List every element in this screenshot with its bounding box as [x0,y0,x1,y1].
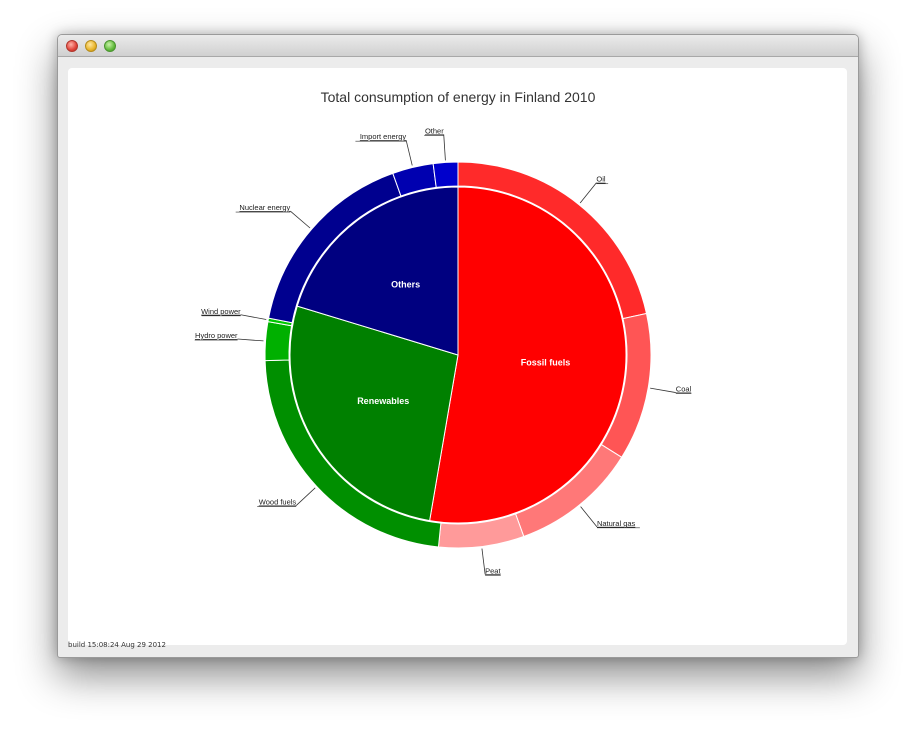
svg-text:Wind power: Wind power [201,307,241,316]
minimize-window-button[interactable] [85,40,97,52]
outer-label-natural-gas: Natural gas [580,506,640,529]
inner-slice-fossil-fuels[interactable] [429,186,627,524]
svg-text:Oil: Oil [596,175,606,184]
inner-slice-renewables[interactable] [289,305,459,522]
svg-text:Peat: Peat [485,566,501,575]
svg-text:Hydro power: Hydro power [195,331,238,340]
inner-label-others: Others [391,279,420,289]
pie-slices [264,161,652,549]
chart-title: Total consumption of energy in Finland 2… [321,89,596,105]
outer-label-coal: Coal [650,385,692,394]
inner-slice-others[interactable] [296,186,459,356]
zoom-window-button[interactable] [104,40,116,52]
outer-label-import-energy: Import energy [355,132,413,166]
svg-text:Import energy: Import energy [360,132,407,141]
app-window: Total consumption of energy in Finland 2… [57,34,859,658]
outer-slice-hydro-power[interactable] [264,321,293,362]
outer-label-other: Other [424,126,446,161]
build-info: build 15:08:24 Aug 29 2012 [68,641,166,649]
svg-text:Natural gas: Natural gas [597,519,636,528]
inner-label-fossil-fuels: Fossil fuels [521,357,571,367]
chart-canvas: Total consumption of energy in Finland 2… [68,68,847,645]
outer-label-wind-power: Wind power [201,307,267,320]
inner-label-renewables: Renewables [357,396,409,406]
outer-label-oil: Oil [579,175,609,204]
svg-text:Nuclear energy: Nuclear energy [239,203,290,212]
outer-label-wood-fuels: Wood fuels [257,487,316,507]
energy-pie-chart: Total consumption of energy in Finland 2… [194,89,692,576]
outer-label-peat: Peat [481,548,501,576]
window-titlebar[interactable] [58,35,858,57]
pie-labels: Fossil fuels Renewables Others Oil Coal Natur… [194,126,692,576]
outer-label-nuclear-energy: Nuclear energy [235,203,311,229]
outer-label-hydro-power: Hydro power [194,331,264,342]
svg-text:Coal: Coal [676,385,692,394]
outer-slice-other[interactable] [432,161,459,188]
svg-text:Wood fuels: Wood fuels [259,498,297,507]
close-window-button[interactable] [66,40,78,52]
svg-text:Other: Other [425,126,444,135]
